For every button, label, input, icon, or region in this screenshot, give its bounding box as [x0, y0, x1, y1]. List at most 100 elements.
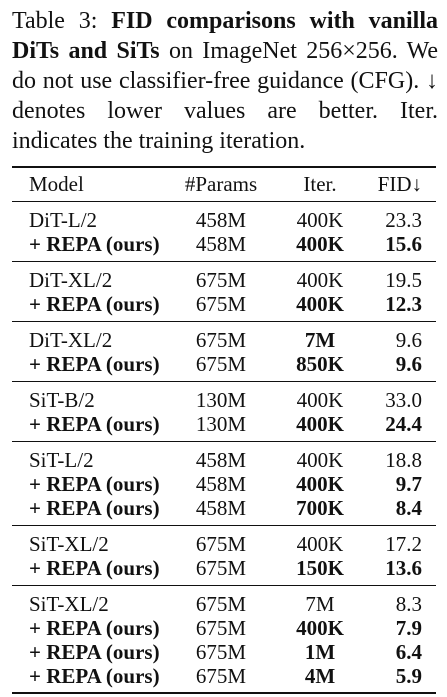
cell-model: + REPA (ours) [29, 616, 160, 640]
table-row: SiT-B/2 130M 400K 33.0 [12, 388, 436, 412]
cell-iter: 400K [296, 232, 344, 256]
table-row: DiT-XL/2 675M 400K 19.5 [12, 268, 436, 292]
cell-fid: 19.5 [385, 268, 422, 292]
table-row: SiT-XL/2 675M 400K 17.2 [12, 532, 436, 556]
header-params: #Params [184, 172, 258, 196]
cell-fid: 7.9 [395, 616, 422, 640]
cell-params: 675M [195, 328, 247, 352]
table-row: SiT-XL/2 675M 7M 8.3 [12, 592, 436, 616]
cell-fid: 15.6 [385, 232, 422, 256]
cell-params: 675M [195, 556, 247, 580]
table-row: + REPA (ours) 458M 400K 9.7 [12, 472, 436, 496]
table-row: + REPA (ours) 130M 400K 24.4 [12, 412, 436, 436]
cell-iter: 700K [296, 496, 344, 520]
cell-iter: 850K [296, 352, 344, 376]
cell-model: DiT-XL/2 [29, 328, 113, 352]
table-row: + REPA (ours) 458M 700K 8.4 [12, 496, 436, 520]
cell-model: SiT-XL/2 [29, 532, 109, 556]
table-row: DiT-L/2 458M 400K 23.3 [12, 208, 436, 232]
caption-rest: on ImageNet 256×256. We do not use class… [12, 38, 439, 154]
cell-params: 458M [195, 496, 247, 520]
table-row: DiT-XL/2 675M 7M 9.6 [12, 328, 436, 352]
cell-params: 675M [195, 292, 247, 316]
cell-iter: 150K [296, 556, 344, 580]
cell-iter: 400K [296, 268, 344, 292]
cell-fid: 8.3 [395, 592, 422, 616]
header-model: Model [29, 172, 84, 196]
cell-iter: 400K [296, 208, 344, 232]
table-row: + REPA (ours) 675M 850K 9.6 [12, 352, 436, 376]
group-separator-rule [12, 201, 436, 202]
group-separator-rule [12, 525, 436, 526]
cell-model: DiT-L/2 [29, 208, 98, 232]
cell-model: DiT-XL/2 [29, 268, 113, 292]
table-row: + REPA (ours) 675M 4M 5.9 [12, 664, 436, 688]
cell-fid: 33.0 [385, 388, 422, 412]
cell-model: + REPA (ours) [29, 496, 160, 520]
cell-model: + REPA (ours) [29, 232, 160, 256]
group-separator-rule [12, 585, 436, 586]
cell-model: + REPA (ours) [29, 292, 160, 316]
group-separator-rule [12, 441, 436, 442]
cell-iter: 400K [296, 448, 344, 472]
table-row: + REPA (ours) 458M 400K 15.6 [12, 232, 436, 256]
cell-params: 675M [195, 640, 247, 664]
cell-fid: 9.6 [395, 352, 422, 376]
group-separator-rule [12, 261, 436, 262]
cell-model: + REPA (ours) [29, 556, 160, 580]
cell-params: 675M [195, 616, 247, 640]
table-row: + REPA (ours) 675M 150K 13.6 [12, 556, 436, 580]
cell-params: 458M [195, 448, 247, 472]
cell-iter: 400K [296, 616, 344, 640]
group-separator-rule [12, 321, 436, 322]
header-fid: FID↓ [377, 172, 422, 196]
cell-params: 458M [195, 472, 247, 496]
cell-fid: 24.4 [385, 412, 422, 436]
cell-params: 130M [195, 388, 247, 412]
cell-fid: 17.2 [385, 532, 422, 556]
table-row: SiT-L/2 458M 400K 18.8 [12, 448, 436, 472]
caption-prefix: Table 3: [12, 8, 112, 34]
cell-iter: 400K [296, 292, 344, 316]
cell-fid: 13.6 [385, 556, 422, 580]
cell-fid: 8.4 [395, 496, 422, 520]
cell-iter: 4M [304, 664, 336, 688]
cell-iter: 400K [296, 388, 344, 412]
cell-iter: 400K [296, 472, 344, 496]
cell-params: 675M [195, 532, 247, 556]
cell-params: 675M [195, 352, 247, 376]
cell-params: 458M [195, 208, 247, 232]
table-row: + REPA (ours) 675M 400K 12.3 [12, 292, 436, 316]
cell-params: 675M [195, 268, 247, 292]
cell-model: + REPA (ours) [29, 664, 160, 688]
cell-iter: 400K [296, 532, 344, 556]
table-row: + REPA (ours) 675M 1M 6.4 [12, 640, 436, 664]
cell-model: + REPA (ours) [29, 352, 160, 376]
cell-iter: 7M [304, 328, 336, 352]
table-row: + REPA (ours) 675M 400K 7.9 [12, 616, 436, 640]
table-caption: Table 3: FID comparisons with vanilla Di… [12, 6, 438, 156]
cell-fid: 6.4 [395, 640, 422, 664]
cell-iter: 400K [296, 412, 344, 436]
cell-fid: 9.7 [395, 472, 422, 496]
table-header-row: Model #Params Iter. FID↓ [12, 172, 436, 196]
group-separator-rule [12, 381, 436, 382]
caption-title: FID comparisons with vanilla DiTs and Si… [12, 8, 438, 64]
cell-fid: 23.3 [385, 208, 422, 232]
cell-fid: 5.9 [395, 664, 422, 688]
cell-fid: 12.3 [385, 292, 422, 316]
cell-params: 675M [195, 592, 247, 616]
cell-fid: 9.6 [395, 328, 422, 352]
header-iter: Iter. [303, 172, 337, 196]
cell-model: SiT-B/2 [29, 388, 95, 412]
table-top-rule [12, 166, 436, 168]
table-bottom-rule [12, 692, 436, 694]
cell-fid: 18.8 [385, 448, 422, 472]
cell-model: + REPA (ours) [29, 640, 160, 664]
cell-params: 458M [195, 232, 247, 256]
cell-model: + REPA (ours) [29, 472, 160, 496]
cell-params: 675M [195, 664, 247, 688]
cell-iter: 1M [304, 640, 336, 664]
cell-model: SiT-L/2 [29, 448, 94, 472]
